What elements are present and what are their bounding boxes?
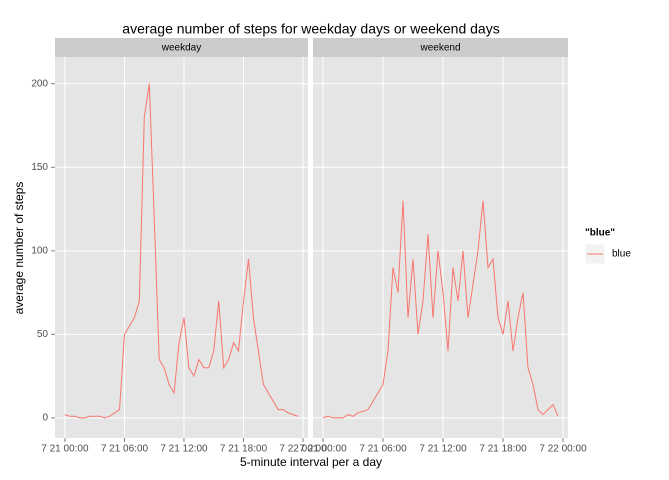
chart-title: average number of steps for weekday days… — [122, 21, 499, 37]
strip-label: weekend — [419, 43, 460, 54]
x-tick-label: 7 22 00:00 — [279, 444, 327, 455]
y-tick-label: 150 — [31, 162, 48, 173]
x-tick-label: 7 21 18:00 — [220, 444, 268, 455]
data-line — [64, 83, 299, 419]
x-tick-label: 7 21 18:00 — [479, 444, 527, 455]
x-tick-label: 7 21 12:00 — [160, 444, 208, 455]
y-axis-title: average number of steps — [12, 182, 26, 315]
x-tick-label: 7 21 06:00 — [101, 444, 149, 455]
y-tick-label: 50 — [37, 329, 49, 340]
x-tick-label: 7 21 06:00 — [359, 444, 407, 455]
legend-title: "blue" — [585, 228, 615, 239]
x-tick-label: 7 21 00:00 — [299, 444, 347, 455]
x-tick-label: 7 21 12:00 — [419, 444, 467, 455]
y-tick-label: 0 — [42, 413, 48, 424]
strip — [55, 38, 308, 57]
legend-label: blue — [612, 249, 631, 260]
x-axis-title: 5-minute interval per a day — [240, 455, 382, 469]
strip-label: weekday — [161, 43, 201, 54]
x-tick-label: 7 22 00:00 — [539, 444, 587, 455]
data-line — [322, 200, 559, 419]
y-tick-label: 200 — [31, 78, 48, 89]
x-tick-label: 7 21 00:00 — [41, 444, 89, 455]
y-tick-label: 100 — [31, 245, 48, 256]
panel-background — [313, 57, 568, 438]
strip — [313, 38, 568, 57]
panel-background — [55, 57, 308, 438]
